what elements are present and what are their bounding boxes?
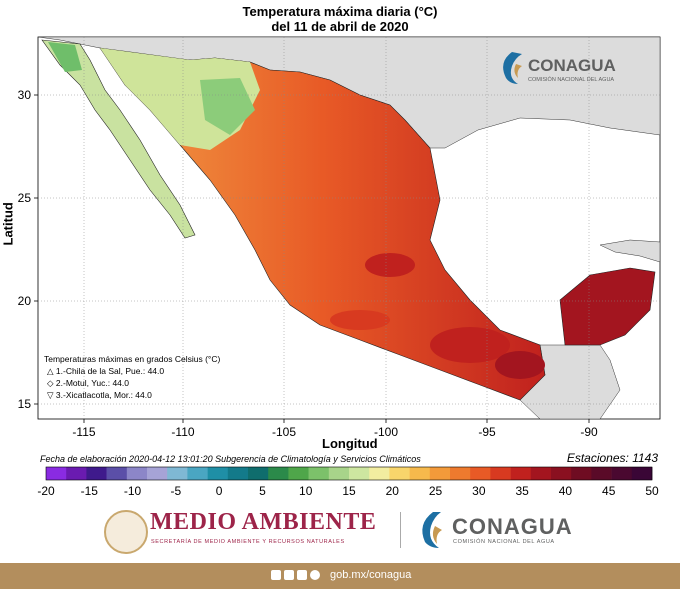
colorbar-swatch [611, 467, 633, 480]
creation-date: Fecha de elaboración 2020-04-12 13:01:20… [40, 454, 421, 464]
colorbar-swatch [66, 467, 87, 480]
triangle-down-icon: ▽ [47, 390, 54, 400]
colorbar-swatch [429, 467, 451, 480]
stations-legend-item: ◇ 2.-Motul, Yuc.: 44.0 [47, 378, 130, 388]
colorbar-label: 35 [515, 484, 529, 498]
x-tick-labels: -115 -110 -105 -100 -95 -90 [72, 425, 598, 439]
instagram-icon[interactable] [297, 570, 307, 580]
colorbar-swatch [389, 467, 410, 480]
colorbar-swatch [470, 467, 491, 480]
stations-legend-item: △ 1.-Chila de la Sal, Pue.: 44.0 [47, 366, 165, 376]
colorbar-swatch [349, 467, 370, 480]
colorbar-label: 40 [558, 484, 573, 498]
y-tick-label: 15 [18, 397, 32, 411]
colorbar-swatch [328, 467, 350, 480]
colorbar-label: -5 [170, 484, 182, 498]
yucatan [559, 267, 656, 346]
y-axis-title: Latitud [0, 202, 16, 246]
diamond-icon: ◇ [47, 378, 54, 388]
colorbar-swatch [86, 467, 107, 480]
stations-legend: Temperaturas máximas en grados Celsius (… [44, 353, 220, 401]
map-logo-subtitle: COMISIÓN NACIONAL DEL AGUA [528, 76, 614, 83]
footer-bar: gob.mx/conagua [0, 563, 680, 589]
map-logo-name: CONAGUA [528, 56, 616, 75]
colorbar-swatch [510, 467, 532, 480]
youtube-icon[interactable] [310, 570, 320, 580]
colorbar-label: 50 [645, 484, 659, 498]
colorbar-label: -15 [80, 484, 98, 498]
x-tick-label: -110 [171, 425, 194, 439]
x-tick-label: -100 [374, 425, 398, 439]
colorbar-swatch [126, 467, 148, 480]
colorbar-swatch [268, 467, 289, 480]
semarnat-seal-icon [104, 510, 148, 554]
stations-count: Estaciones: 1143 [566, 451, 658, 465]
colorbar-swatch [46, 467, 67, 480]
stations-legend-heading: Temperaturas máximas en grados Celsius (… [44, 354, 221, 364]
colorbar [45, 466, 653, 481]
colorbar-swatch [409, 467, 431, 480]
grid-lines [38, 37, 660, 419]
colorbar-border [45, 466, 653, 481]
x-tick-label: -105 [272, 425, 296, 439]
footer-url[interactable]: gob.mx/conagua [330, 569, 412, 581]
facebook-icon[interactable] [271, 570, 281, 580]
x-tick-label: -90 [580, 425, 598, 439]
map-subtitle: del 11 de abril de 2020 [271, 19, 409, 34]
map-title: Temperatura máxima diaria (°C) [242, 4, 438, 19]
semarnat-logo-name: MEDIO AMBIENTE [150, 509, 377, 535]
x-tick-label: -95 [478, 425, 496, 439]
semarnat-logo-subtitle: SECRETARÍA DE MEDIO AMBIENTE Y RECURSOS … [151, 539, 345, 545]
cuba-land [599, 239, 660, 263]
colorbar-swatch [106, 467, 128, 480]
colorbar-swatch [227, 467, 249, 480]
colorbar-label: -20 [37, 484, 55, 498]
conagua-drop-icon [422, 512, 442, 548]
colorbar-swatch [591, 467, 612, 480]
colorbar-swatch [631, 467, 653, 480]
colorbar-swatch [369, 467, 390, 480]
x-tick-label: -115 [72, 425, 95, 439]
y-tick-label: 30 [18, 88, 32, 102]
colorbar-swatch [147, 467, 168, 480]
colorbar-swatch [248, 467, 269, 480]
colorbar-swatch [530, 467, 552, 480]
y-tick-labels: 30 25 20 15 [18, 88, 32, 411]
colorbar-label: 20 [385, 484, 399, 498]
colorbar-label: 45 [602, 484, 616, 498]
x-axis-title: Longitud [322, 436, 378, 451]
colorbar-label: 5 [259, 484, 266, 498]
conagua-map-logo [503, 52, 522, 84]
y-tick-label: 25 [18, 191, 32, 205]
colorbar-label: 15 [342, 484, 356, 498]
colorbar-swatch [187, 467, 208, 480]
colorbar-label: 10 [299, 484, 313, 498]
colorbar-swatch [308, 467, 330, 480]
twitter-icon[interactable] [284, 570, 294, 580]
colorbar-swatch [288, 467, 309, 480]
colorbar-label: 30 [472, 484, 486, 498]
colorbar-label: 25 [428, 484, 443, 498]
logo-divider [400, 512, 401, 548]
colorbar-swatch [490, 467, 511, 480]
triangle-up-icon: △ [47, 366, 54, 376]
stations-legend-item: ▽ 3.-Xicatlacotla, Mor.: 44.0 [47, 390, 152, 400]
colorbar-label: 0 [215, 484, 223, 498]
colorbar-swatch [571, 467, 592, 480]
conagua-logo-name: CONAGUA [452, 514, 573, 539]
conagua-logo-subtitle: COMISIÓN NACIONAL DEL AGUA [453, 539, 555, 545]
colorbar-swatch [207, 467, 229, 480]
baja-california [41, 39, 196, 239]
colorbar-swatch [167, 467, 188, 480]
colorbar-swatch [450, 467, 471, 480]
colorbar-label: -10 [123, 484, 142, 498]
y-tick-label: 20 [18, 294, 32, 308]
colorbar-swatch [551, 467, 572, 480]
